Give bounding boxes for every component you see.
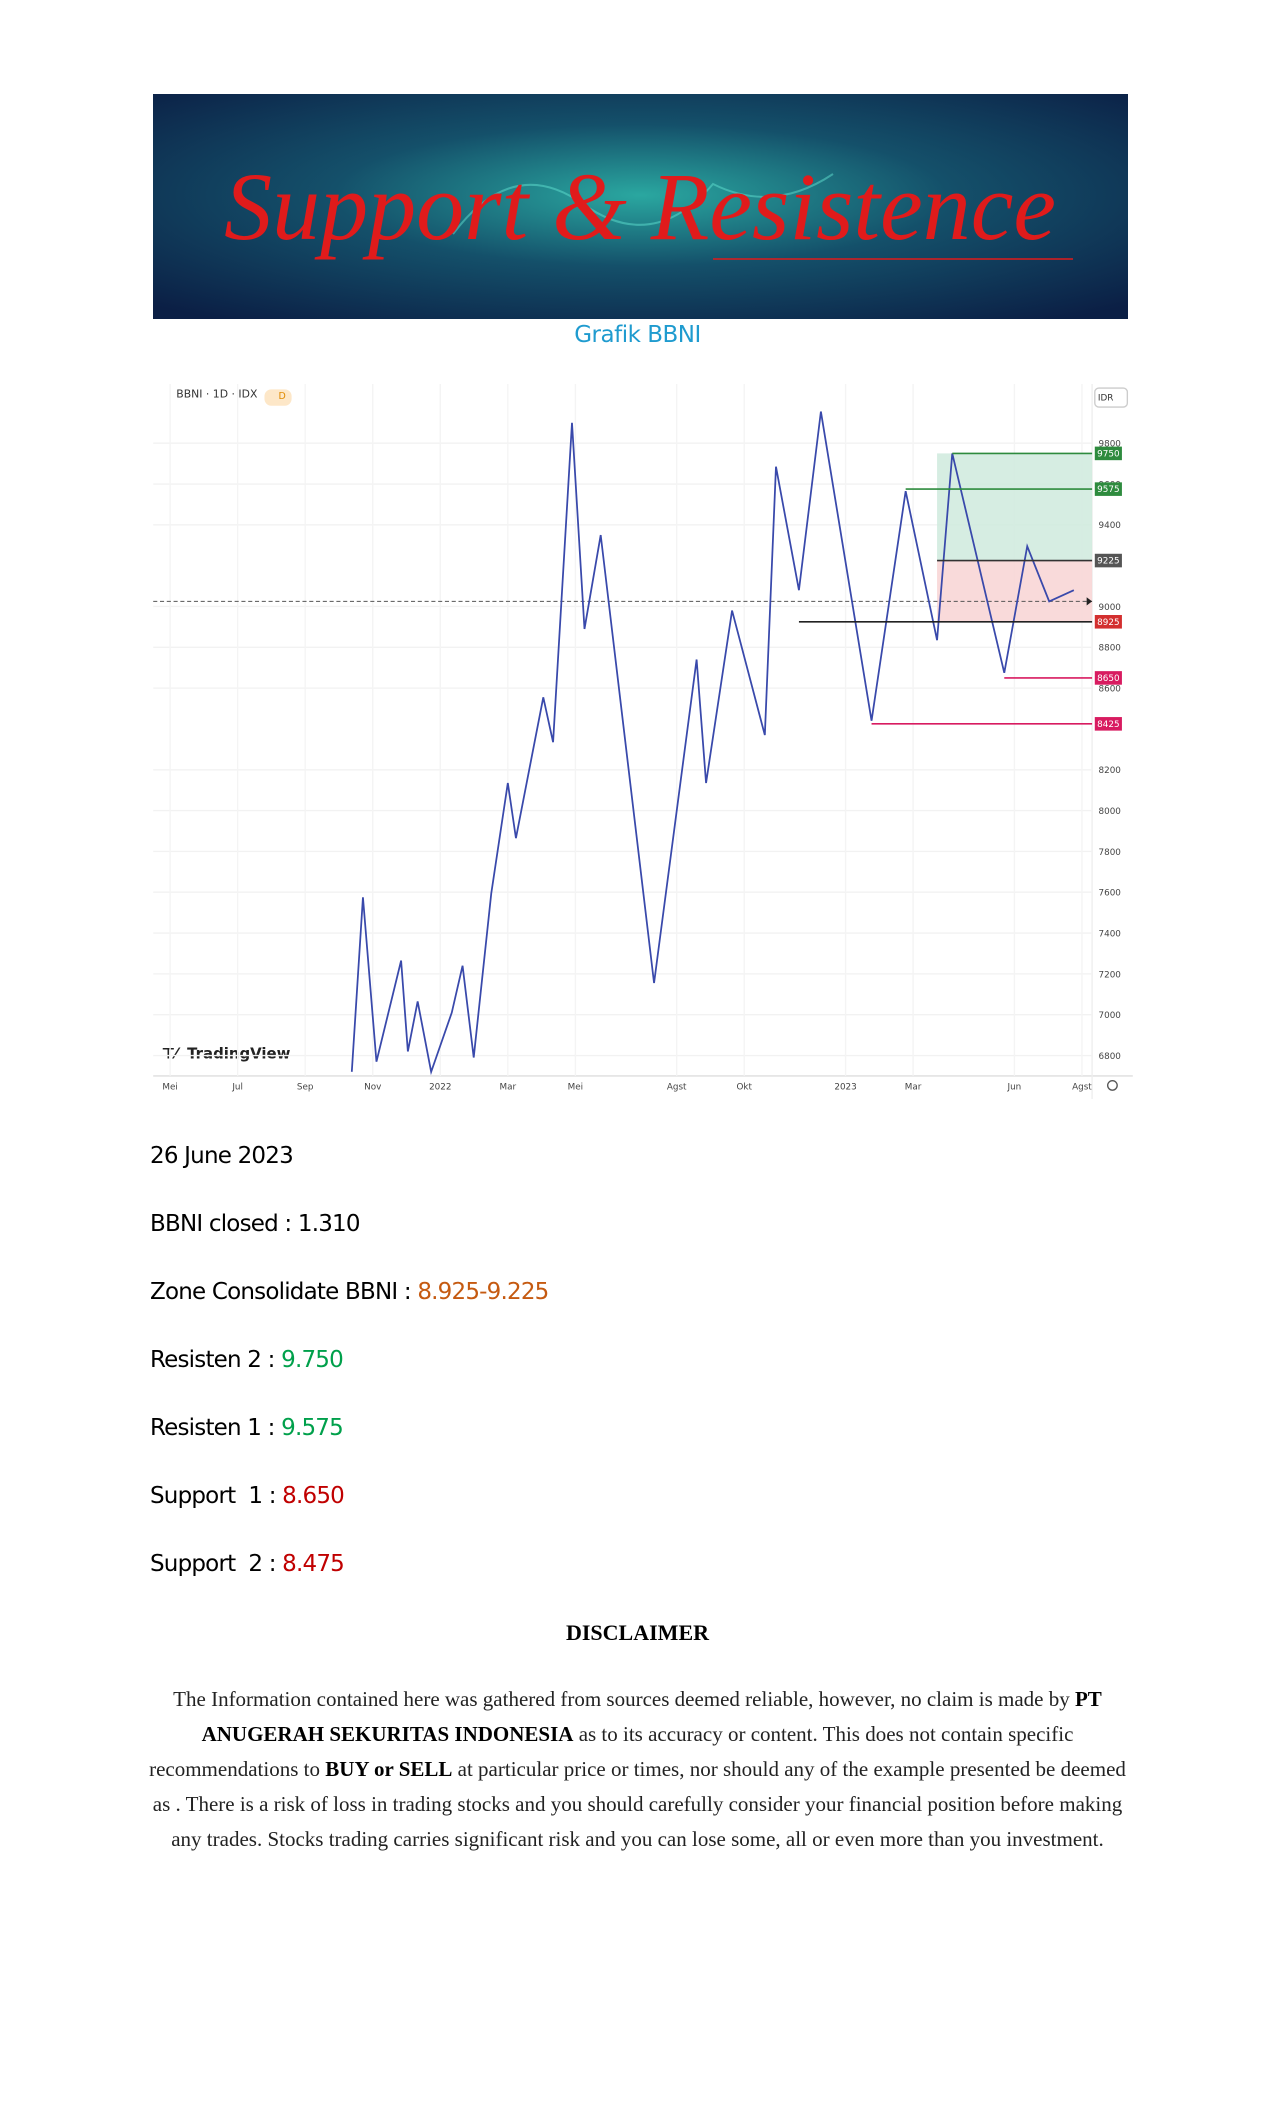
y-tick-label: 9800 [1099,440,1122,450]
last-price-arrow [1086,597,1093,606]
y-tick-label: 6800 [1099,1052,1122,1062]
banner-title: Support & Resistence [224,153,1056,260]
level-badge [1094,553,1122,568]
banner-decoration [452,173,834,235]
banner-background [153,94,1128,319]
y-tick-label: 9400 [1099,521,1122,531]
disclaimer-emphasis: PT ANUGERAH SEKURITAS INDONESIA [201,1687,1102,1746]
plot-layer: 9800960094009000880086008200800078007600… [153,384,1122,1093]
disclaimer-text: The Information contained here was gathe… [173,1687,1075,1711]
report-line: Zone Consolidate BBNI : 8.925-9.225 [150,1279,549,1305]
level-label: 9750 [1097,450,1120,460]
report-label: Resisten 1 : [150,1415,282,1441]
report-label: BBNI closed : [150,1211,298,1237]
currency: IDR [1098,393,1113,403]
report-line: Resisten 1 : 9.575 [150,1415,344,1441]
level-label: 8925 [1097,618,1119,628]
y-tick-label: 7000 [1099,1011,1122,1021]
level-label: 8425 [1097,720,1119,730]
x-tick-label: Mar [500,1083,517,1093]
level-badge [1094,717,1122,731]
currency-box [1094,387,1129,408]
disclaimer-emphasis: BUY or SELL [325,1757,453,1781]
disclaimer-title: DISCLAIMER [565,1620,710,1645]
x-tick-label: 2022 [429,1083,451,1093]
banner: Support & Resistence [153,94,1128,319]
x-tick-label: Jun [1007,1083,1022,1093]
x-tick-label: Okt [736,1083,752,1093]
chart-badge: D [278,391,285,402]
level-badge [1094,482,1122,496]
report-value: 8.925-9.225 [417,1279,549,1305]
x-tick-label: Agst [1072,1083,1092,1093]
level-label: 8650 [1097,674,1120,684]
y-tick-label: 7400 [1099,929,1122,939]
report-value: 9.575 [281,1415,344,1441]
disclaimer-body: The Information contained here was gathe… [140,1682,1135,1857]
y-tick-label: 9000 [1099,603,1122,613]
report-line: Support 1 : 8.650 [150,1483,345,1509]
x-tick-label: 2023 [834,1083,856,1093]
level-badge [1094,446,1122,461]
y-tick-label: 8600 [1099,685,1122,695]
report-label: Zone Consolidate BBNI : [150,1279,418,1305]
x-tick-label: Mar [905,1083,922,1093]
report-date: 26 June 2023 [150,1143,294,1169]
chart-caption: Grafik BBNI [574,322,701,348]
y-tick-label: 7600 [1099,889,1122,899]
report-label: Support 2 : [150,1551,283,1577]
report-label: Resisten 2 : [150,1347,282,1373]
brand: TradingView [187,1044,290,1062]
report-line: Resisten 2 : 9.750 [150,1347,344,1373]
y-tick-label: 8000 [1099,807,1122,817]
chart-badge-bg [264,389,292,406]
chart: BBNI · 1D · IDX D IDR TradingView ⊤⁄ 980… [153,384,1133,1099]
report-line: Support 2 : 8.475 [150,1551,345,1577]
level-label: 9225 [1097,557,1119,567]
settings-icon [1107,1080,1118,1091]
report-value: 8.650 [282,1483,345,1509]
y-tick-label: 8800 [1099,644,1122,654]
disclaimer-text: as to its accuracy or content. This does… [149,1722,1074,1781]
level-badge [1094,615,1122,629]
y-tick-label: 8200 [1099,766,1122,776]
x-tick-label: Jul [231,1083,243,1093]
report-value: 8.475 [282,1551,345,1577]
x-tick-label: Nov [364,1083,381,1093]
x-tick-label: Mei [568,1083,583,1093]
brand-logo: ⊤⁄ [161,1044,181,1062]
disclaimer-text: at particular price or times, nor should… [152,1757,1126,1851]
x-tick-label: Sep [297,1083,314,1093]
level-label: 9575 [1097,485,1119,495]
zone [937,453,1093,561]
y-tick-label: 7200 [1099,970,1122,980]
report-value: 1.310 [297,1211,361,1237]
chart-symbol: BBNI · 1D · IDX [176,388,258,401]
zigzag-line [350,411,1075,1076]
level-badge [1094,671,1122,685]
report-value: 9.750 [281,1347,344,1373]
report-label: Support 1 : [150,1483,283,1509]
x-tick-label: Mei [162,1083,177,1093]
report-line: BBNI closed : 1.310 [150,1211,361,1237]
x-tick-label: Agst [667,1083,687,1093]
y-tick-label: 7800 [1099,848,1122,858]
